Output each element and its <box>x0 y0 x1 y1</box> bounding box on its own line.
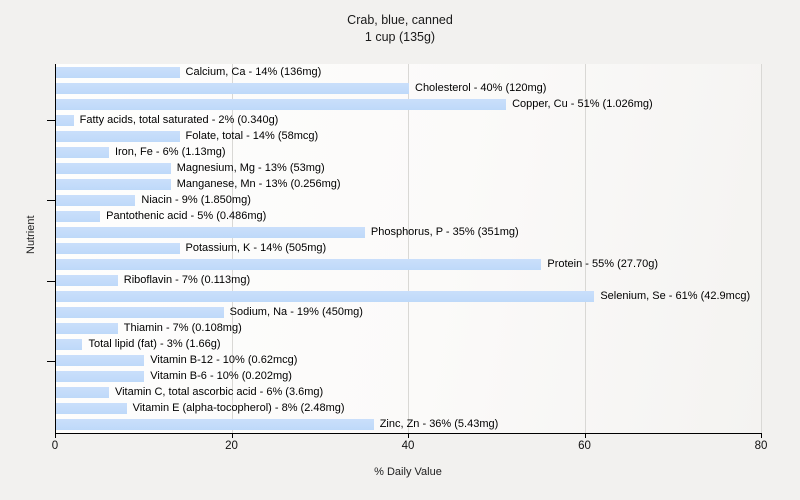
x-tick-label: 40 <box>401 440 415 452</box>
bar <box>56 307 224 319</box>
bar <box>56 98 507 110</box>
bar <box>56 242 180 254</box>
bar <box>56 82 409 94</box>
bar-label: Folate, total - 14% (58mcg) <box>185 129 319 142</box>
plot-area: Calcium, Ca - 14% (136mg) Cholesterol - 4… <box>55 64 762 434</box>
x-tick <box>761 434 762 438</box>
bar-label: Sodium, Na - 19% (450mg) <box>229 306 363 319</box>
y-tick <box>47 360 55 362</box>
bar-label: Copper, Cu - 51% (1.026mg) <box>512 97 653 110</box>
bar-label: Pantothenic acid - 5% (0.486mg) <box>106 209 267 222</box>
chart-title: Crab, blue, canned 1 cup (135g) <box>0 12 800 46</box>
x-tick <box>231 434 233 438</box>
bar-label: Iron, Fe - 6% (1.13mg) <box>114 145 226 158</box>
bar-label: Vitamin B-6 - 10% (0.202mg) <box>150 370 292 383</box>
bar-row: Copper, Cu - 51% (1.026mg) <box>56 96 762 112</box>
bar-label: Riboflavin - 7% (0.113mg) <box>123 274 251 287</box>
bar-row: Riboflavin - 7% (0.113mg) <box>56 273 762 289</box>
y-tick <box>47 280 55 282</box>
bar-label: Total lipid (fat) - 3% (1.66g) <box>88 338 221 351</box>
bar-label: Niacin - 9% (1.850mg) <box>141 193 251 206</box>
bar-label: Phosphorus, P - 35% (351mg) <box>370 225 519 238</box>
bar-row: Potassium, K - 14% (505mg) <box>56 240 762 256</box>
bar-label: Vitamin B-12 - 10% (0.62mcg) <box>150 354 298 367</box>
bar-row: Cholesterol - 40% (120mg) <box>56 80 762 96</box>
bar-row: Folate, total - 14% (58mcg) <box>56 128 762 144</box>
bar <box>56 291 595 303</box>
bar <box>56 210 101 222</box>
x-tick <box>584 434 586 438</box>
bar <box>56 66 180 78</box>
x-tick-label: 80 <box>754 440 768 452</box>
bar-row: Iron, Fe - 6% (1.13mg) <box>56 144 762 160</box>
bar-row: Zinc, Zn - 36% (5.43mg) <box>56 417 762 433</box>
bar-label: Potassium, K - 14% (505mg) <box>185 241 327 254</box>
bar-label: Zinc, Zn - 36% (5.43mg) <box>379 418 499 431</box>
bar-row: Phosphorus, P - 35% (351mg) <box>56 224 762 240</box>
bar <box>56 323 118 335</box>
x-axis-label: % Daily Value <box>374 466 442 478</box>
x-tick <box>55 434 56 438</box>
bar <box>56 130 180 142</box>
gridline-x-60 <box>584 64 586 433</box>
bar <box>56 194 136 206</box>
bar-row: Niacin - 9% (1.850mg) <box>56 192 762 208</box>
bar-label: Manganese, Mn - 13% (0.256mg) <box>176 177 341 190</box>
bar-label: Thiamin - 7% (0.108mg) <box>123 322 242 335</box>
bar <box>56 162 171 174</box>
bar-label: Vitamin E (alpha-tocopherol) - 8% (2.48m… <box>132 402 345 415</box>
y-tick <box>47 200 55 202</box>
chart-title-line2: 1 cup (135g) <box>364 30 436 44</box>
bar <box>56 114 74 126</box>
bar <box>56 355 145 367</box>
y-axis-label: Nutrient <box>25 215 37 254</box>
bar-row: Vitamin C, total ascorbic acid - 6% (3.6… <box>56 385 762 401</box>
bar-row: Calcium, Ca - 14% (136mg) <box>56 64 762 80</box>
bar-row: Fatty acids, total saturated - 2% (0.340… <box>56 112 762 128</box>
bar-label: Protein - 55% (27.70g) <box>547 258 659 271</box>
bar-row: Thiamin - 7% (0.108mg) <box>56 321 762 337</box>
bar-row: Vitamin B-6 - 10% (0.202mg) <box>56 369 762 385</box>
bar-row: Vitamin E (alpha-tocopherol) - 8% (2.48m… <box>56 401 762 417</box>
bar <box>56 339 83 351</box>
bar-row: Protein - 55% (27.70g) <box>56 257 762 273</box>
x-tick <box>408 434 409 438</box>
bar-label: Fatty acids, total saturated - 2% (0.340… <box>79 113 279 126</box>
x-tick-label: 60 <box>578 440 591 452</box>
bar-row: Total lipid (fat) - 3% (1.66g) <box>56 337 762 353</box>
bar-row: Sodium, Na - 19% (450mg) <box>56 305 762 321</box>
bar <box>56 275 118 287</box>
gridline-x-20 <box>231 64 233 433</box>
bar <box>56 146 109 158</box>
bar <box>56 403 127 415</box>
bar <box>56 419 374 431</box>
bar-row: Selenium, Se - 61% (42.9mcg) <box>56 289 762 305</box>
bar-label: Calcium, Ca - 14% (136mg) <box>185 65 322 78</box>
bar <box>56 226 365 238</box>
bar-label: Selenium, Se - 61% (42.9mcg) <box>600 290 751 303</box>
chart-title-line1: Crab, blue, canned <box>347 13 453 27</box>
x-tick-label: 0 <box>51 440 59 452</box>
bar <box>56 178 171 190</box>
bar-label: Cholesterol - 40% (120mg) <box>415 81 547 94</box>
bar-row: Magnesium, Mg - 13% (53mg) <box>56 160 762 176</box>
bar-row: Pantothenic acid - 5% (0.486mg) <box>56 208 762 224</box>
gridline-x-40 <box>408 64 409 433</box>
bar-label: Magnesium, Mg - 13% (53mg) <box>176 161 325 174</box>
bar <box>56 259 542 271</box>
bar-label: Vitamin C, total ascorbic acid - 6% (3.6… <box>114 386 324 399</box>
bar <box>56 371 145 383</box>
bar-row: Vitamin B-12 - 10% (0.62mcg) <box>56 353 762 369</box>
bar-row: Manganese, Mn - 13% (0.256mg) <box>56 176 762 192</box>
y-tick <box>47 120 55 122</box>
gridline-x-80 <box>761 64 762 433</box>
x-tick-label: 20 <box>225 440 238 452</box>
bar <box>56 387 109 399</box>
